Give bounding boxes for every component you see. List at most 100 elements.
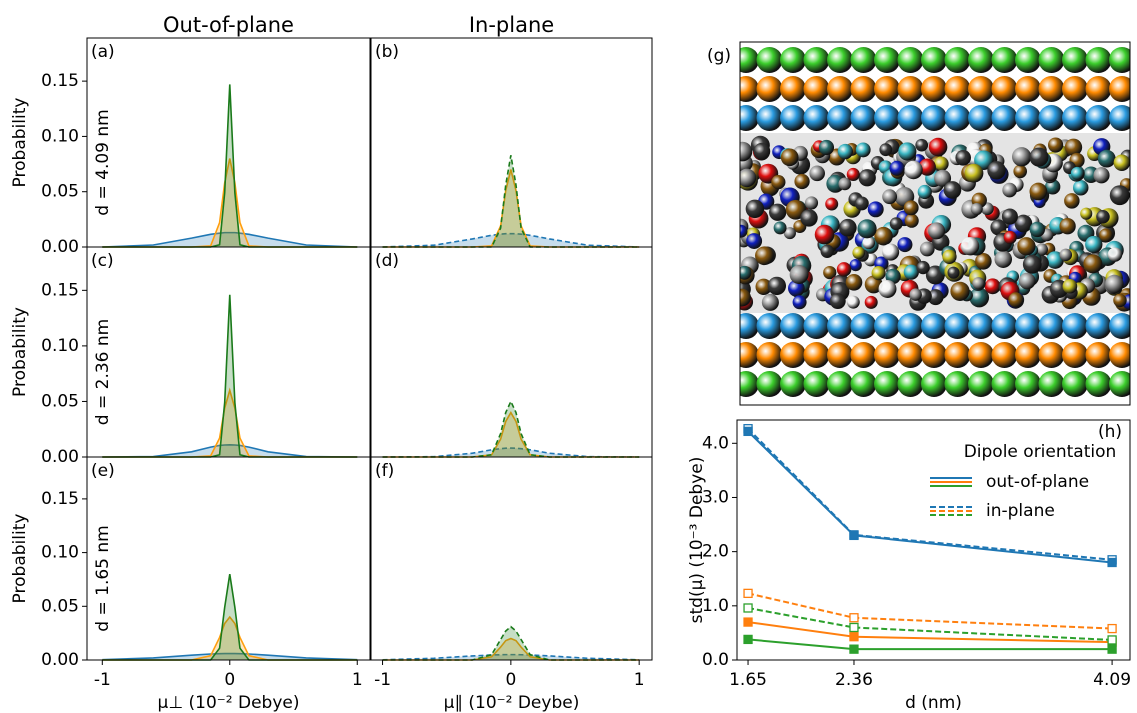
density-area [102,653,358,660]
snapshot-inner [740,42,1130,405]
y-tick-label: 0.0 [702,650,729,670]
atom [862,236,876,250]
atom [850,76,877,102]
atom [740,371,759,397]
marker [1107,623,1117,634]
atom [827,47,853,73]
column-title: In-plane [469,13,554,37]
y-tick-label: 0.05 [41,391,79,411]
atom [850,105,877,131]
y-tick-label: 4.0 [702,433,729,453]
atom [874,105,900,131]
snapshot [739,41,1131,406]
atom [874,313,900,339]
atom [1038,76,1065,102]
atom [767,276,787,296]
atom [918,158,936,176]
atom [1015,105,1041,131]
atom [783,227,796,240]
atom [909,288,922,301]
line [747,592,1113,630]
atom [944,313,971,339]
atom [987,161,1006,180]
atom [897,371,924,397]
y-tick-label: 0.00 [41,650,79,670]
atom [955,150,971,166]
marker [743,634,753,645]
atom [1085,313,1112,339]
panel-label: (d) [375,251,399,271]
atom [740,288,751,307]
atom [1008,292,1024,308]
atom [871,266,886,281]
atom [1062,47,1088,73]
atom [927,289,944,306]
atom [803,105,830,131]
x-tick-label: 2.36 [835,670,873,690]
atom [1096,209,1110,224]
y-axis-label: Probability [10,307,30,397]
atom [944,76,971,102]
atom [800,209,818,227]
atom [850,342,877,368]
atom [1085,76,1112,102]
atom [1073,180,1089,196]
atom [944,342,971,368]
atom [874,342,900,368]
atom [1062,105,1088,131]
atom [915,138,929,152]
atom [1015,342,1041,368]
atom [852,246,866,260]
marker [743,603,753,613]
atom [1038,342,1065,368]
atom [897,313,924,339]
atom [740,76,759,102]
atom [1062,279,1078,294]
atom [1064,138,1083,156]
atom [826,174,845,193]
panel-label: (e) [91,461,115,481]
atom [991,313,1018,339]
density-line [102,231,358,248]
atom [898,142,917,161]
density-line [382,653,640,661]
atom [780,76,806,102]
atom [1109,342,1130,368]
atom [1015,76,1041,102]
atom [809,165,825,182]
atom [1113,154,1130,172]
legend-title: Dipole orientation [964,442,1117,462]
atom [1046,251,1064,269]
atom [1109,185,1130,206]
marker [743,426,753,437]
atom [889,160,905,176]
atom [1029,182,1048,201]
atom [968,313,994,339]
atom [1080,207,1093,220]
atom [827,76,853,102]
atom [1085,235,1103,254]
atom [984,278,1001,295]
atom [755,246,774,266]
atom [882,189,898,205]
atom [942,249,957,264]
atom [740,265,752,280]
density-area [102,444,358,457]
atom [874,76,900,102]
column-title: Out-of-plane [163,13,294,37]
atom [1085,47,1112,73]
atom [1002,182,1017,198]
atom [780,342,806,368]
atom [968,342,994,368]
y-axis-label: Probability [10,514,30,604]
density-line [102,652,358,661]
atom [928,222,946,240]
atom [897,76,924,102]
panel-label: (f) [375,461,394,481]
marker [1107,635,1117,645]
atom [803,47,830,73]
marker [743,617,753,627]
atom [803,76,830,102]
atom [1014,214,1033,233]
atom [879,143,893,157]
